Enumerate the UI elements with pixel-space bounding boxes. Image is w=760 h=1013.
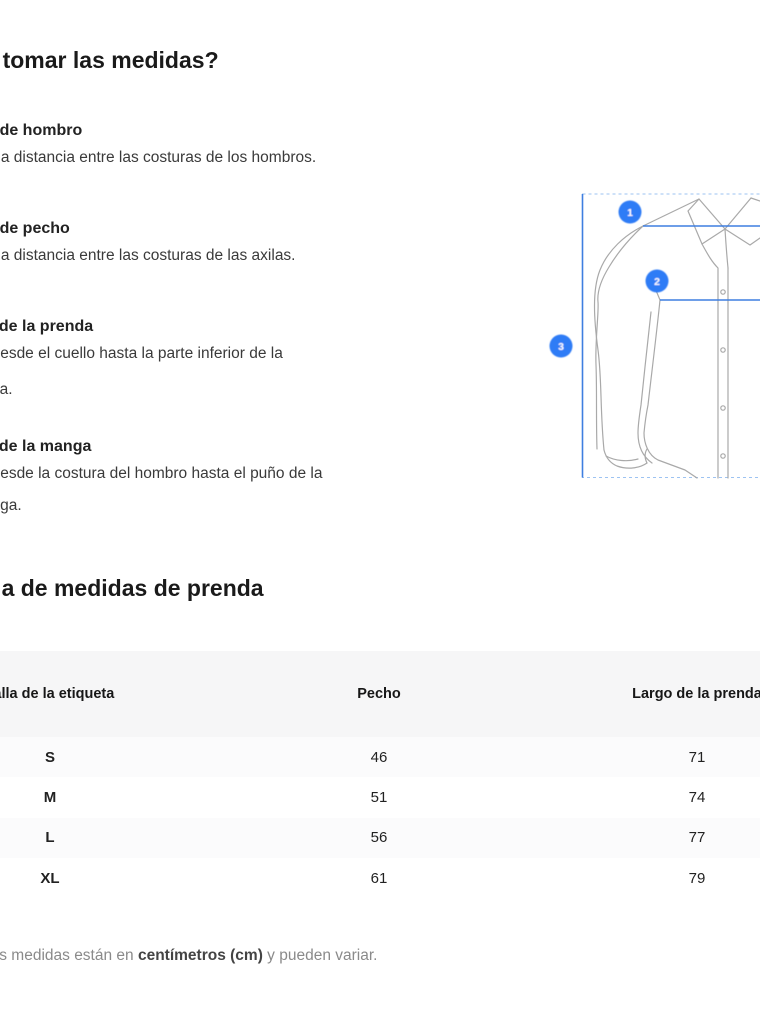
svg-text:1: 1 [627, 207, 633, 219]
svg-text:2: 2 [654, 276, 660, 288]
svg-text:3: 3 [558, 341, 564, 353]
